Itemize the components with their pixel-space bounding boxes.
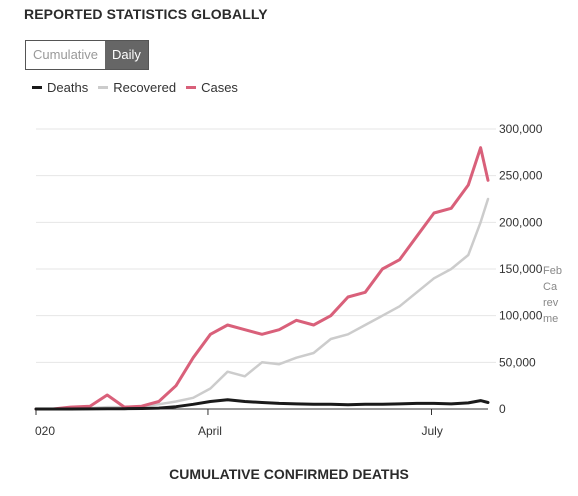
side-note-line: Feb: [543, 265, 562, 277]
y-tick-label: 250,000: [499, 169, 543, 183]
next-section-title: CUMULATIVE CONFIRMED DEATHS: [169, 466, 409, 482]
legend-label-recovered: Recovered: [113, 80, 177, 95]
side-note: Feb Ca rev me: [543, 263, 578, 327]
legend-item-cases: Cases: [186, 80, 238, 95]
section-title: REPORTED STATISTICS GLOBALLY: [24, 6, 268, 22]
series-line-deaths: [34, 398, 490, 411]
legend-label-cases: Cases: [201, 80, 238, 95]
view-toggle: Cumulative Daily: [25, 40, 149, 70]
series-line-cases: [34, 146, 490, 411]
y-tick-label: 50,000: [499, 355, 536, 369]
y-tick-label: 100,000: [499, 309, 543, 323]
side-note-line: me: [543, 313, 559, 325]
toggle-cumulative-button[interactable]: Cumulative: [26, 41, 106, 69]
legend-swatch-deaths: [32, 86, 42, 89]
y-tick-label: 300,000: [499, 122, 543, 136]
legend-swatch-cases: [186, 86, 197, 89]
toggle-daily-button[interactable]: Daily: [105, 41, 148, 69]
chart-legend: Deaths Recovered Cases: [32, 80, 238, 95]
legend-item-recovered: Recovered: [98, 80, 176, 95]
x-tick-label: 020: [35, 424, 55, 438]
y-tick-label: 0: [499, 402, 506, 416]
legend-label-deaths: Deaths: [47, 80, 89, 95]
y-tick-label: 150,000: [499, 262, 543, 276]
side-note-line: rev: [543, 297, 559, 309]
x-tick-label: July: [422, 424, 443, 438]
legend-swatch-recovered: [98, 86, 109, 89]
y-tick-label: 200,000: [499, 215, 543, 229]
series-line-recovered: [34, 197, 490, 411]
side-note-line: Ca: [543, 281, 558, 293]
legend-item-deaths: Deaths: [32, 80, 88, 95]
x-tick-label: April: [198, 424, 222, 438]
